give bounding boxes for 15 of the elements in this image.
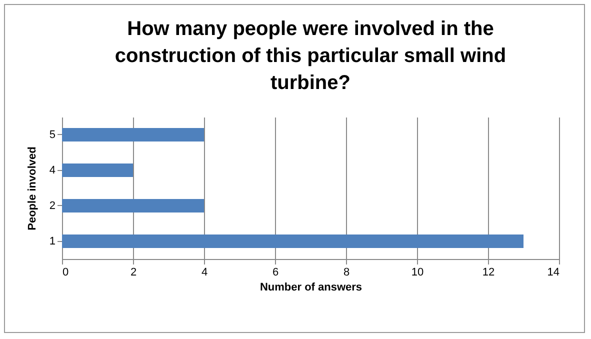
- y-tick-label: 2: [49, 200, 56, 212]
- x-tick-label: 2: [130, 266, 137, 278]
- x-tick-label: 14: [547, 266, 560, 278]
- y-axis-title: People involved: [26, 146, 38, 230]
- x-tick-label: 10: [411, 266, 424, 278]
- x-axis-title: Number of answers: [260, 282, 362, 294]
- y-tick-label: 4: [49, 164, 56, 176]
- x-tick-label: 8: [343, 266, 350, 278]
- x-tick-label: 12: [482, 266, 495, 278]
- y-tick-label: 1: [49, 235, 56, 248]
- chart-title: How many people were involved in the construction of this particular small wind turbine?: [114, 18, 506, 94]
- x-tick-label: 0: [62, 266, 69, 278]
- y-tick-label: 5: [49, 128, 56, 141]
- x-tick-label: 6: [272, 266, 279, 278]
- x-tick-label: 4: [201, 266, 208, 278]
